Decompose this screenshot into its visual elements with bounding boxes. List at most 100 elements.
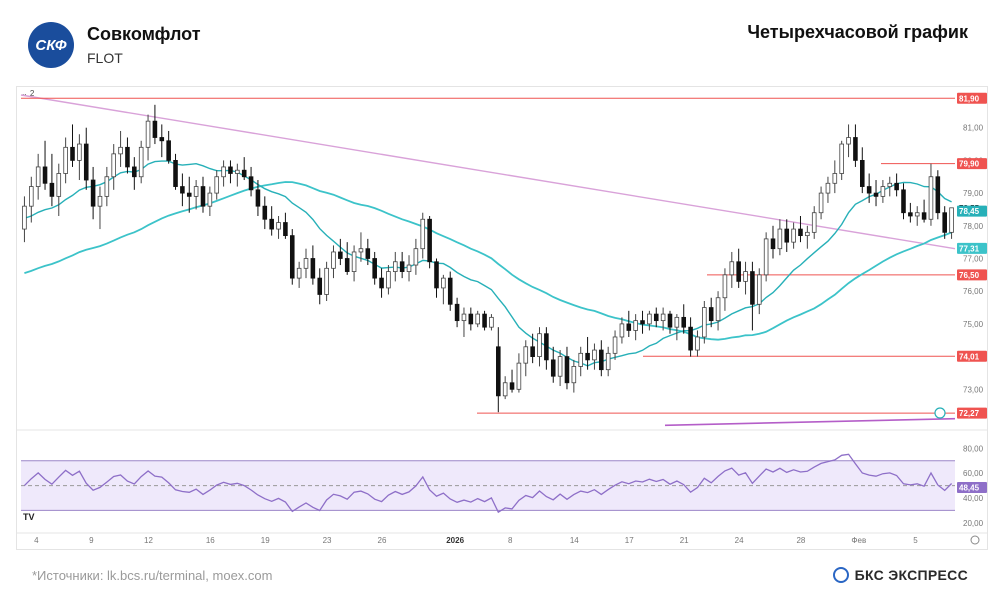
candle-body (331, 251, 336, 269)
x-tick-label: 23 (323, 536, 332, 545)
chart-title: Четырехчасовой график (747, 22, 968, 42)
x-tick-label: 2026 (446, 536, 464, 545)
candle (640, 310, 645, 334)
candle (811, 206, 817, 239)
x-tick-label: 12 (144, 536, 153, 545)
candle (447, 271, 453, 311)
x-tick-label: Фев (851, 536, 866, 545)
candle (118, 130, 123, 167)
candle (324, 261, 329, 302)
candle-body (118, 146, 123, 155)
candle (214, 170, 220, 200)
candle-body (248, 176, 254, 191)
price-label-box (957, 205, 987, 217)
candle (461, 307, 467, 337)
candle (434, 258, 439, 298)
tradingview-logo: TV (23, 512, 35, 522)
candle (770, 225, 776, 259)
candle (839, 140, 844, 181)
candle (159, 124, 165, 158)
candle (289, 229, 295, 285)
candle (585, 336, 590, 370)
candle-body (866, 186, 872, 194)
candle (399, 251, 405, 279)
y-tick-label: 73,00 (963, 385, 984, 394)
candle-body (496, 346, 501, 397)
candle-body (777, 228, 783, 250)
candle-body (324, 267, 329, 295)
price-label-box (957, 242, 987, 254)
settings-gear-icon[interactable] (970, 535, 980, 545)
candle-body (358, 248, 364, 253)
candle-body (908, 212, 913, 217)
alert-icon[interactable] (934, 407, 946, 419)
candle-body (392, 261, 398, 272)
candle-body (159, 137, 165, 142)
candle-body (97, 195, 103, 207)
company-logo: СКФ (28, 22, 74, 68)
candle (523, 340, 529, 377)
candle (647, 310, 652, 331)
candle-body (901, 189, 906, 214)
candle-body (289, 235, 295, 279)
moving-average-fast (24, 160, 952, 367)
candle-body (537, 333, 542, 358)
candle-body (502, 382, 508, 397)
candle (846, 124, 851, 158)
candle (544, 327, 549, 370)
candle-body (221, 166, 226, 178)
company-name: Совкомфлот (87, 24, 201, 44)
y-tick-label: 76,00 (963, 287, 984, 296)
candle-body (770, 238, 776, 250)
candle-body (173, 160, 178, 187)
x-tick-label: 17 (625, 536, 634, 545)
candle (166, 130, 171, 164)
x-tick-label: 9 (89, 536, 94, 545)
chart-panel[interactable]: ⌄ 2 81,00 80,00 79,00 78,00 77,00 76,00 75,00 74… (16, 86, 988, 550)
candle (351, 245, 357, 282)
candle-body (138, 146, 144, 178)
candle-body (708, 307, 714, 322)
candle-body (49, 182, 55, 197)
candle-body (283, 222, 288, 237)
candle-body (269, 218, 274, 230)
candle (557, 350, 563, 387)
candle (132, 157, 137, 190)
price-label: 76,50 (959, 271, 980, 280)
price-chart[interactable]: ⌄ 2 81,00 80,00 79,00 78,00 77,00 76,00 75,00 74… (17, 87, 987, 549)
candle-body (152, 120, 158, 138)
rsi-tick-label: 80,00 (963, 444, 984, 453)
candle-body (914, 212, 920, 217)
candle (248, 166, 254, 197)
candle (708, 297, 714, 328)
candle-body (454, 303, 460, 322)
candle-body (756, 274, 762, 305)
indicator-toggle[interactable]: ⌄ 2 (21, 89, 35, 98)
price-label: 78,45 (959, 207, 980, 216)
candle-body (523, 346, 529, 364)
candle (90, 166, 96, 220)
candle-body (379, 277, 384, 289)
candle (63, 137, 68, 184)
price-label-box (957, 350, 987, 362)
candle-body (729, 261, 735, 276)
candle-body (111, 153, 117, 178)
candle-body (180, 186, 185, 194)
rsi-tick-label: 40,00 (963, 494, 984, 503)
candle-body (276, 222, 281, 230)
candle-body (509, 382, 515, 390)
candle-body (660, 313, 666, 322)
candle (743, 261, 748, 295)
candle (207, 186, 213, 216)
candle-body (592, 349, 597, 361)
candle-body (296, 267, 302, 279)
price-label: 79,90 (959, 160, 980, 169)
candle-body (839, 143, 844, 174)
candle-body (599, 349, 604, 371)
candle-body (832, 173, 838, 184)
candle (413, 238, 419, 275)
rsi-value-box (957, 482, 987, 494)
candle (475, 310, 480, 328)
candle (619, 317, 625, 344)
candle (344, 242, 350, 275)
